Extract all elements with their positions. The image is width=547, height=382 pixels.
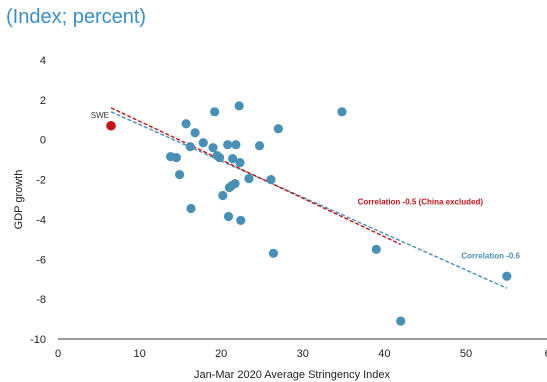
data-point [198,138,208,148]
data-point [371,244,381,254]
fit-line-china-excluded-label: Correlation -0.5 (China excluded) [358,197,484,206]
data-point [208,143,218,153]
y-tick-label: -8 [36,294,46,306]
data-point [244,173,254,184]
data-point [234,101,244,111]
data-point [266,174,276,185]
data-point [236,215,246,226]
x-tick-label: 20 [215,348,227,360]
data-point [210,107,220,117]
fit-line-all [110,111,508,289]
data-point [223,140,233,150]
data-point [502,271,512,281]
x-tick-label: 10 [133,348,145,360]
data-point [268,248,279,258]
y-tick-label: 2 [40,95,46,107]
data-point [396,316,406,326]
data-point [273,124,283,134]
fit-line-all-label: Correlation -0.6 [461,251,520,260]
y-tick-label: 0 [40,135,46,147]
y-tick-label: -2 [36,175,46,187]
fit-lines [110,107,508,289]
data-point [190,128,200,138]
axes: 420-2-4-6-8-10010203040506Jan-Mar 2020 A… [13,55,547,381]
data-point-highlight [106,120,116,131]
data-point [254,141,265,151]
data-point [224,182,234,193]
x-tick-label: 0 [55,348,61,360]
x-axis-label: Jan-Mar 2020 Average Stringency Index [194,369,391,381]
x-tick-label: 40 [378,348,390,360]
y-tick-label: -10 [30,334,46,346]
data-point [171,153,181,163]
chart-subtitle: (Index; percent) [6,6,147,28]
data-point [181,119,191,129]
x-tick-label: 50 [460,348,472,360]
x-tick-label: 6 [545,348,547,360]
data-point [228,154,238,164]
data-point [185,142,195,152]
data-point [337,107,347,117]
data-point [214,153,225,163]
annotations: SWE Correlation -0.5 (China excluded) Corr… [91,111,521,261]
data-points [106,101,512,326]
y-tick-label: 4 [40,55,46,67]
highlight-point-label: SWE [91,111,109,120]
data-point [174,169,185,180]
data-point [186,203,196,214]
fit-line-china-excluded [110,107,402,245]
data-point [231,140,241,150]
y-axis-label: GDP growth [13,170,25,230]
y-tick-label: -4 [36,214,46,226]
data-point [218,190,228,201]
x-tick-label: 30 [297,348,309,360]
data-point [235,158,245,168]
data-point [223,211,234,222]
y-tick-label: -6 [36,254,46,266]
